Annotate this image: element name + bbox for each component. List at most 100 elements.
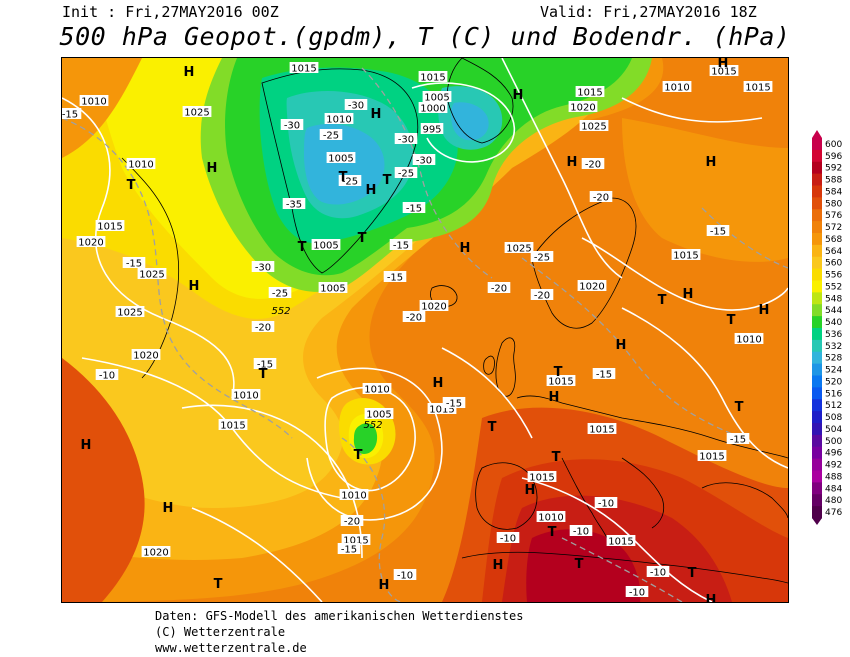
temperature-label: -10 (500, 534, 516, 545)
low-pressure-marker: T (259, 367, 268, 382)
temperature-label: -10 (629, 588, 645, 599)
temperature-label-box (62, 108, 82, 119)
isobar-label-box (418, 71, 448, 82)
isobar-5 (621, 97, 763, 123)
temperature-label: -15 (341, 545, 357, 556)
temperature-label: -30 (398, 135, 414, 146)
isobar-label-box (131, 349, 161, 360)
isobar-low-outer (306, 367, 443, 521)
isobar-10 (441, 347, 533, 439)
isobar-label: 1020 (133, 351, 158, 362)
low-pressure-marker: T (358, 231, 367, 246)
isobar-label-box (419, 300, 449, 311)
scale-swatch (812, 434, 822, 448)
temp-line-6 (701, 207, 788, 269)
scale-level-label: 488 (825, 472, 842, 482)
temperature-label: -25 (534, 253, 550, 264)
temperature-label-box (442, 397, 466, 408)
isobar-label-box (420, 123, 444, 134)
scale-swatch (812, 387, 822, 400)
scale-swatch (812, 221, 822, 234)
isobar-label: 1015 (577, 88, 602, 99)
scale-swatch (812, 233, 822, 246)
isobar-label-box (671, 249, 701, 260)
scale-swatch (812, 482, 822, 495)
high-pressure-marker: H (371, 107, 382, 122)
high-pressure-marker: H (706, 155, 717, 170)
temperature-label: -30 (284, 121, 300, 132)
temperature-label-box (389, 239, 413, 250)
field-528 (304, 124, 385, 205)
scale-swatch (812, 316, 822, 329)
scale-swatch (812, 280, 822, 293)
isobar-label: 1025 (581, 122, 606, 133)
temperature-label-box (344, 99, 368, 110)
temperature-label-box (338, 175, 362, 186)
field-540-low (353, 423, 378, 454)
isobar-label: 1010 (128, 160, 153, 171)
isobar-label: 1025 (506, 244, 531, 255)
temp-line-5 (561, 537, 683, 602)
isobar-arctic (411, 82, 516, 163)
scale-swatch (812, 470, 822, 483)
footer-website: www.wetterzentrale.de (155, 641, 307, 655)
isobar-label-box (743, 81, 773, 92)
isobar-label-box (697, 450, 727, 461)
high-pressure-marker: H (81, 438, 92, 453)
temperature-label-box (251, 261, 275, 272)
isobar-label-box (218, 419, 248, 430)
temperature-label: -15 (387, 273, 403, 284)
high-pressure-marker: H (616, 338, 627, 353)
low-pressure-marker: T (488, 420, 497, 435)
isobar-label: 1010 (326, 115, 351, 126)
isobar-label: 1005 (313, 241, 338, 252)
isobar-label-box (527, 471, 557, 482)
temperature-label: -25 (342, 177, 358, 188)
isobar-label-box (709, 65, 739, 76)
scale-level-label: 504 (825, 425, 842, 435)
scale-top-arrow (812, 130, 822, 138)
temperature-lines (62, 67, 788, 602)
temperature-label-box (625, 586, 649, 597)
temperature-label-box (646, 566, 670, 577)
temperature-label: -30 (255, 263, 271, 274)
low-pressure-marker: T (548, 525, 557, 540)
isobar-label-box (577, 280, 607, 291)
isobar-label: 1020 (570, 103, 595, 114)
temperature-label-box (581, 158, 605, 169)
isobar-label: 1010 (341, 491, 366, 502)
isobar-6 (581, 237, 788, 311)
scale-level-label: 564 (825, 247, 842, 257)
field-580-west (62, 358, 145, 602)
scale-level-label: 508 (825, 413, 842, 423)
isobar-label-box (141, 546, 171, 557)
scale-level-label: 520 (825, 377, 842, 387)
high-pressure-marker: H (567, 155, 578, 170)
temperature-label: -15 (710, 227, 726, 238)
temp-line-1 (62, 117, 293, 439)
scale-level-label: 528 (825, 354, 842, 364)
low-pressure-marker: T (554, 365, 563, 380)
scale-level-label: 484 (825, 484, 842, 494)
high-pressure-marker: H (706, 593, 717, 603)
low-pressure-marker: T (552, 450, 561, 465)
isobar-label: 1005 (320, 284, 345, 295)
iberia-coast (475, 462, 538, 530)
temperature-label: -15 (62, 110, 78, 121)
scale-swatch (812, 161, 822, 175)
isobar-label: 1015 (548, 377, 573, 388)
high-pressure-marker: H (513, 88, 524, 103)
temperature-label-box (589, 191, 613, 202)
temperature-label-box (394, 167, 418, 178)
temperature-label: -20 (534, 291, 550, 302)
isobar-label: 1020 (421, 302, 446, 313)
isobar-label: 1000 (420, 104, 445, 115)
scale-swatch (812, 399, 822, 412)
scale-swatch (812, 149, 822, 163)
scale-swatch (812, 185, 822, 198)
temperature-label: -15 (126, 259, 142, 270)
scale-level-label: 516 (825, 389, 842, 399)
temperature-label: -20 (406, 313, 422, 324)
isobar-label-box (504, 242, 534, 253)
